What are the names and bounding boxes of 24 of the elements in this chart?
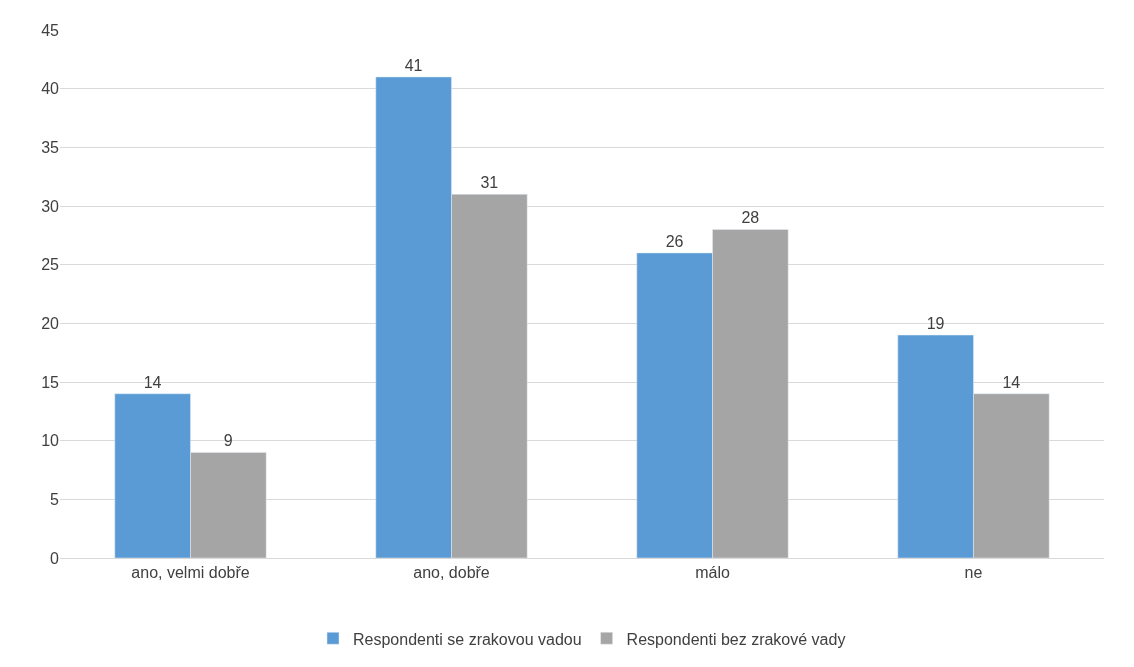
x-tick-label: ne [964, 564, 983, 582]
y-tick-label: 40 [41, 80, 60, 98]
y-tick-label: 45 [41, 21, 60, 39]
data-label: 14 [1002, 373, 1021, 391]
y-tick-label: 5 [50, 490, 60, 508]
y-tick-label: 35 [41, 138, 60, 156]
data-label: 41 [404, 56, 423, 74]
data-label: 14 [143, 373, 162, 391]
y-tick-label: 0 [50, 549, 60, 567]
legend-label: Respondenti bez zrakové vady [626, 630, 846, 648]
data-label: 31 [480, 174, 499, 192]
legend-label: Respondenti se zrakovou vadou [353, 630, 582, 648]
y-tick-label: 15 [41, 373, 60, 391]
data-label: 9 [223, 432, 233, 450]
y-tick-label: 30 [41, 197, 60, 215]
data-label: 19 [926, 315, 945, 333]
y-tick-label: 20 [41, 314, 60, 332]
data-label: 26 [665, 232, 684, 250]
x-tick-label: málo [695, 564, 730, 582]
data-label: 28 [741, 209, 760, 227]
x-tick-label: ano, velmi dobře [131, 564, 250, 582]
y-tick-label: 10 [41, 432, 60, 450]
x-tick-label: ano, dobře [413, 564, 490, 582]
y-tick-label: 25 [41, 256, 60, 274]
